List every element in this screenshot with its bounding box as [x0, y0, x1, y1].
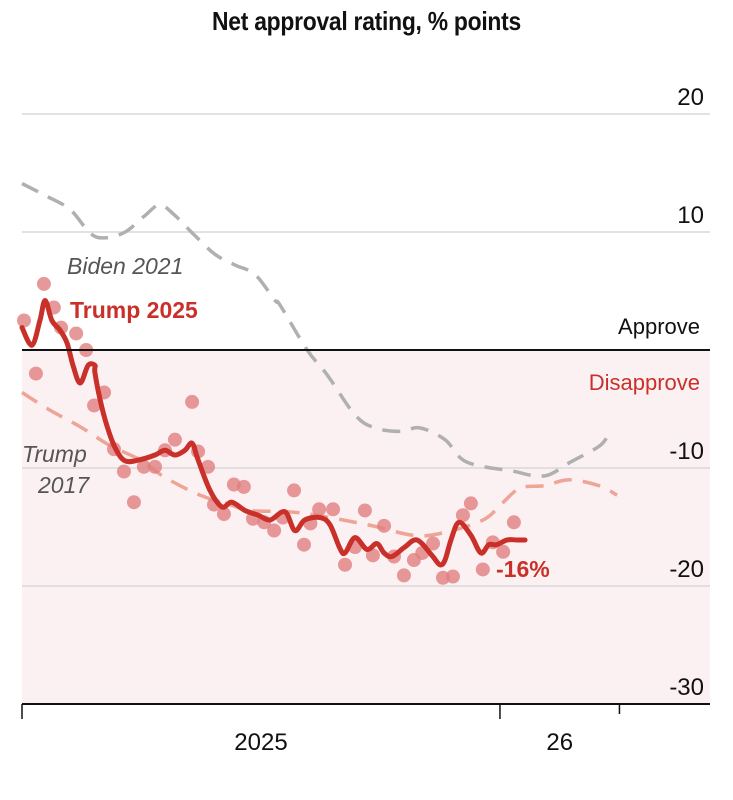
trump-2017-label-line1: Trump: [22, 441, 87, 467]
poll-dot: [116, 464, 131, 479]
poll-dot: [377, 518, 392, 533]
poll-dot: [326, 502, 341, 517]
x-axis-ticks: 2025 26: [21, 704, 621, 756]
series-lines: [21, 182, 618, 538]
trump-2025-label: Trump 2025: [70, 297, 198, 323]
poll-dot: [28, 366, 43, 381]
disapprove-label: Disapprove: [589, 370, 700, 395]
trump-2017-label-line2: 2017: [37, 472, 90, 498]
poll-dot: [357, 503, 372, 518]
gridlines: [22, 113, 710, 587]
biden-2021-label: Biden 2021: [67, 253, 183, 279]
series-line-biden-2021: [21, 182, 612, 478]
poll-dot: [396, 568, 411, 583]
poll-dot: [136, 459, 151, 474]
poll-dot: [185, 394, 200, 409]
approve-label: Approve: [618, 314, 700, 339]
poll-dot: [69, 326, 84, 341]
y-axis-ticks: 20 10 -10 -20 -30: [669, 84, 704, 701]
poll-dot: [87, 398, 102, 413]
series-line-trump-2017: [21, 391, 618, 538]
y-tick-label: -10: [669, 438, 704, 465]
poll-dot: [126, 495, 141, 510]
poll-dot: [463, 496, 478, 511]
poll-dot: [338, 557, 353, 572]
end-value-label: -16%: [496, 556, 550, 582]
poll-dot: [267, 523, 282, 538]
y-tick-label: -20: [669, 556, 704, 583]
poll-dot: [426, 536, 441, 551]
poll-dot: [287, 483, 302, 498]
poll-dot: [167, 432, 182, 447]
series-line-trump-2025: [19, 297, 528, 568]
disapprove-region: [22, 350, 710, 704]
y-tick-label: -30: [669, 674, 704, 701]
y-tick-label: 20: [677, 84, 704, 111]
poll-dot: [312, 502, 327, 517]
poll-dot: [496, 544, 511, 559]
poll-dot: [236, 479, 251, 494]
poll-dot: [455, 508, 470, 523]
poll-dot: [36, 276, 51, 291]
poll-dot: [506, 515, 521, 530]
y-tick-label: 10: [677, 202, 704, 229]
poll-dot: [475, 562, 490, 577]
poll-dot: [365, 548, 380, 563]
poll-dot: [216, 507, 231, 522]
poll-dot: [445, 569, 460, 584]
x-tick-label: 26: [546, 729, 573, 756]
x-tick-label: 2025: [234, 729, 287, 756]
poll-dot: [296, 537, 311, 552]
poll-dots: [16, 276, 528, 585]
poll-dot: [16, 313, 31, 328]
poll-dot: [148, 459, 163, 474]
chart-title: Net approval rating, % points: [212, 6, 521, 36]
